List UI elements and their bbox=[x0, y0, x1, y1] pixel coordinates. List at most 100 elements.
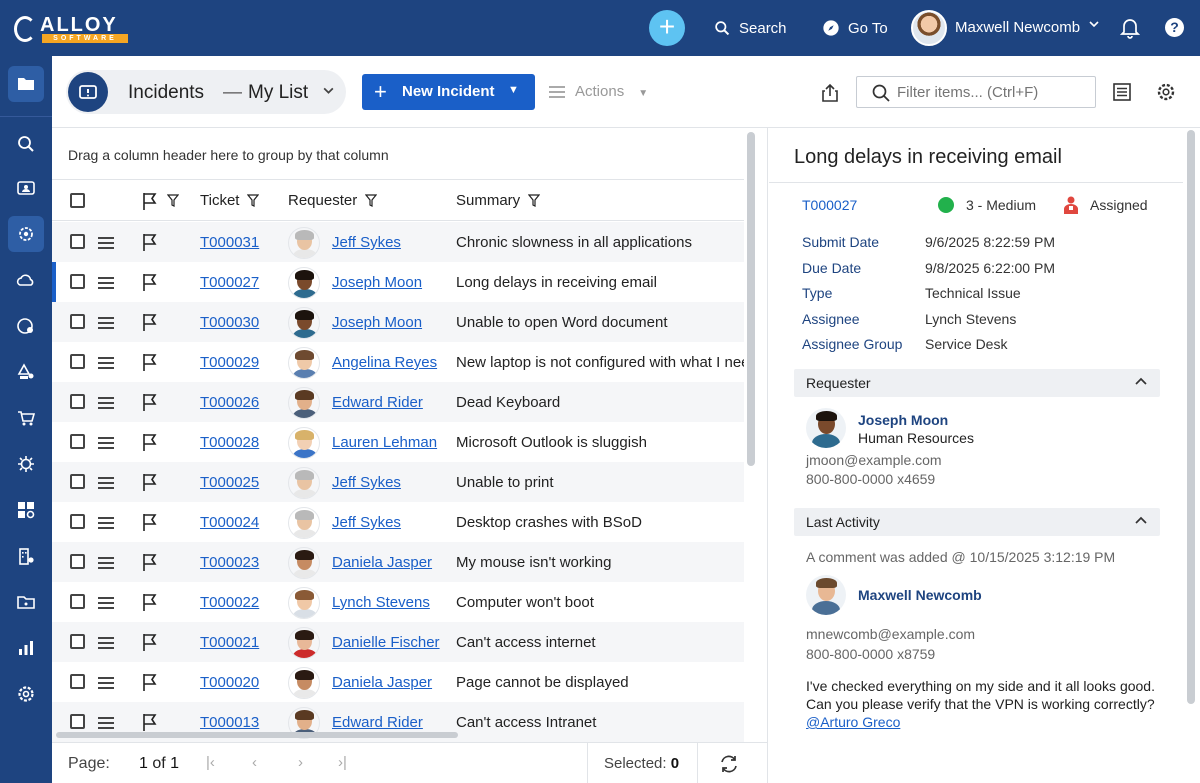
flag-icon[interactable] bbox=[141, 392, 159, 412]
row-menu-icon[interactable] bbox=[98, 514, 114, 532]
row-menu-icon[interactable] bbox=[98, 714, 114, 732]
requester-link[interactable]: Danielle Fischer bbox=[332, 634, 440, 651]
flag-icon[interactable] bbox=[141, 712, 159, 732]
table-row[interactable]: T000020 Daniela Jasper Page cannot be disp… bbox=[52, 662, 744, 702]
filter-box[interactable] bbox=[856, 76, 1096, 108]
table-row[interactable]: T000025 Jeff Sykes Unable to print bbox=[52, 462, 744, 502]
select-all-checkbox[interactable] bbox=[70, 193, 85, 208]
row-menu-icon[interactable] bbox=[98, 554, 114, 572]
flag-icon[interactable] bbox=[141, 512, 159, 532]
flag-icon[interactable] bbox=[141, 672, 159, 692]
row-menu-icon[interactable] bbox=[98, 314, 114, 332]
activity-author-name[interactable]: Maxwell Newcomb bbox=[858, 587, 982, 603]
row-checkbox[interactable] bbox=[70, 354, 85, 369]
refresh-icon[interactable] bbox=[718, 753, 740, 775]
table-row[interactable]: T000026 Edward Rider Dead Keyboard bbox=[52, 382, 744, 422]
alloy-logo[interactable]: ALLOY SOFTWARE bbox=[14, 12, 130, 46]
ticket-link[interactable]: T000023 bbox=[200, 554, 260, 571]
grid-horizontal-scrollbar[interactable] bbox=[56, 732, 458, 738]
row-menu-icon[interactable] bbox=[98, 634, 114, 652]
flag-icon[interactable] bbox=[141, 232, 159, 252]
ticket-link[interactable]: T000030 bbox=[200, 314, 260, 331]
filter-input[interactable] bbox=[897, 81, 1087, 103]
requester-link[interactable]: Jeff Sykes bbox=[332, 234, 401, 251]
row-checkbox[interactable] bbox=[70, 714, 85, 729]
filter-funnel-icon[interactable] bbox=[167, 194, 179, 207]
requester-link[interactable]: Edward Rider bbox=[332, 714, 423, 731]
prev-page-icon[interactable]: ‹ bbox=[252, 754, 257, 771]
next-page-icon[interactable]: › bbox=[298, 754, 303, 771]
sidebar-item-reports[interactable] bbox=[8, 630, 44, 666]
requester-link[interactable]: Lauren Lehman bbox=[332, 434, 438, 451]
help-icon[interactable]: ? bbox=[1165, 18, 1184, 37]
ticket-column-header[interactable]: Ticket bbox=[200, 181, 260, 220]
row-checkbox[interactable] bbox=[70, 274, 85, 289]
row-checkbox[interactable] bbox=[70, 594, 85, 609]
row-menu-icon[interactable] bbox=[98, 434, 114, 452]
global-add-button[interactable]: + bbox=[649, 10, 685, 46]
grid-vertical-scrollbar[interactable] bbox=[747, 132, 755, 466]
sidebar-item-purchasing[interactable] bbox=[8, 400, 44, 436]
flag-icon[interactable] bbox=[141, 272, 159, 292]
sidebar-item-support[interactable] bbox=[8, 308, 44, 344]
row-checkbox[interactable] bbox=[70, 474, 85, 489]
row-menu-icon[interactable] bbox=[98, 394, 114, 412]
ticket-link[interactable]: T000031 bbox=[200, 234, 260, 251]
flag-icon[interactable] bbox=[141, 432, 159, 452]
table-row[interactable]: T000024 Jeff Sykes Desktop crashes with BS… bbox=[52, 502, 744, 542]
table-row[interactable]: T000027 Joseph Moon Long delays in receivi… bbox=[52, 262, 744, 302]
sidebar-item-files[interactable] bbox=[8, 584, 44, 620]
requester-link[interactable]: Joseph Moon bbox=[332, 314, 423, 331]
flag-icon[interactable] bbox=[141, 592, 159, 612]
flag-icon[interactable] bbox=[141, 312, 159, 332]
requester-link[interactable]: Daniela Jasper bbox=[332, 674, 433, 691]
chevron-down-icon[interactable] bbox=[322, 84, 335, 100]
user-menu-chevron-icon[interactable] bbox=[1088, 18, 1100, 33]
ticket-link[interactable]: T000025 bbox=[200, 474, 260, 491]
row-menu-icon[interactable] bbox=[98, 674, 114, 692]
requester-link[interactable]: Jeff Sykes bbox=[332, 474, 401, 491]
ticket-link[interactable]: T000029 bbox=[200, 354, 260, 371]
sidebar-item-config[interactable] bbox=[8, 354, 44, 390]
filter-funnel-icon[interactable] bbox=[365, 194, 378, 207]
comment-mention-link[interactable]: @Arturo Greco bbox=[806, 714, 901, 730]
settings-gear-icon[interactable] bbox=[1155, 81, 1177, 103]
requester-column-header[interactable]: Requester bbox=[288, 181, 378, 220]
flag-icon[interactable] bbox=[141, 552, 159, 572]
row-menu-icon[interactable] bbox=[98, 234, 114, 252]
row-checkbox[interactable] bbox=[70, 234, 85, 249]
list-view-icon[interactable] bbox=[1112, 82, 1132, 102]
requester-link[interactable]: Joseph Moon bbox=[332, 274, 423, 291]
row-checkbox[interactable] bbox=[70, 314, 85, 329]
summary-column-header[interactable]: Summary bbox=[456, 181, 541, 220]
filter-funnel-icon[interactable] bbox=[247, 194, 260, 207]
table-row[interactable]: T000031 Jeff Sykes Chronic slowness in all… bbox=[52, 222, 744, 262]
detail-ticket-id[interactable]: T000027 bbox=[802, 197, 858, 213]
sidebar-item-security[interactable] bbox=[8, 446, 44, 482]
requester-link[interactable]: Daniela Jasper bbox=[332, 554, 433, 571]
ticket-link[interactable]: T000020 bbox=[200, 674, 260, 691]
table-row[interactable]: T000030 Joseph Moon Unable to open Word do… bbox=[52, 302, 744, 342]
sidebar-item-organizations[interactable] bbox=[8, 538, 44, 574]
row-menu-icon[interactable] bbox=[98, 354, 114, 372]
export-share-icon[interactable] bbox=[819, 82, 841, 104]
user-avatar[interactable] bbox=[911, 10, 947, 46]
new-incident-button[interactable]: + New Incident ▼ bbox=[362, 74, 535, 110]
group-by-area[interactable]: Drag a column header here to group by th… bbox=[52, 128, 744, 180]
row-menu-icon[interactable] bbox=[98, 474, 114, 492]
ticket-link[interactable]: T000026 bbox=[200, 394, 260, 411]
row-checkbox[interactable] bbox=[70, 514, 85, 529]
search-link[interactable]: Search bbox=[714, 18, 787, 38]
sidebar-item-dashboards[interactable] bbox=[8, 492, 44, 528]
table-row[interactable]: T000028 Lauren Lehman Microsoft Outlook is… bbox=[52, 422, 744, 462]
sidebar-item-people[interactable] bbox=[8, 170, 44, 206]
flag-icon[interactable] bbox=[141, 472, 159, 492]
sidebar-item-folder[interactable] bbox=[8, 66, 44, 102]
filter-funnel-icon[interactable] bbox=[528, 194, 541, 207]
ticket-link[interactable]: T000022 bbox=[200, 594, 260, 611]
goto-link[interactable]: Go To bbox=[822, 18, 888, 38]
ticket-link[interactable]: T000013 bbox=[200, 714, 260, 731]
flag-icon[interactable] bbox=[141, 632, 159, 652]
row-checkbox[interactable] bbox=[70, 394, 85, 409]
requester-name[interactable]: Joseph Moon bbox=[858, 412, 949, 428]
